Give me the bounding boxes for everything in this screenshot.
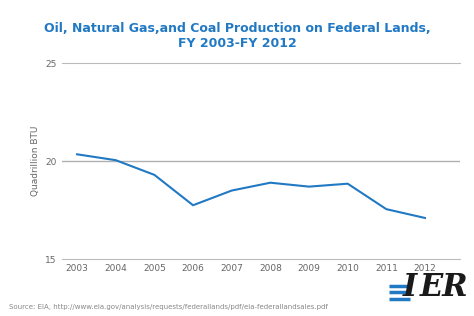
Text: Source: EIA, http://www.eia.gov/analysis/requests/federallands/pdf/eia-federalla: Source: EIA, http://www.eia.gov/analysis… xyxy=(9,304,328,310)
Text: Oil, Natural Gas,and Coal Production on Federal Lands,
FY 2003-FY 2012: Oil, Natural Gas,and Coal Production on … xyxy=(44,22,430,50)
Y-axis label: Quadrillion BTU: Quadrillion BTU xyxy=(31,126,40,196)
Text: ER: ER xyxy=(419,272,468,303)
Text: I: I xyxy=(403,272,417,303)
